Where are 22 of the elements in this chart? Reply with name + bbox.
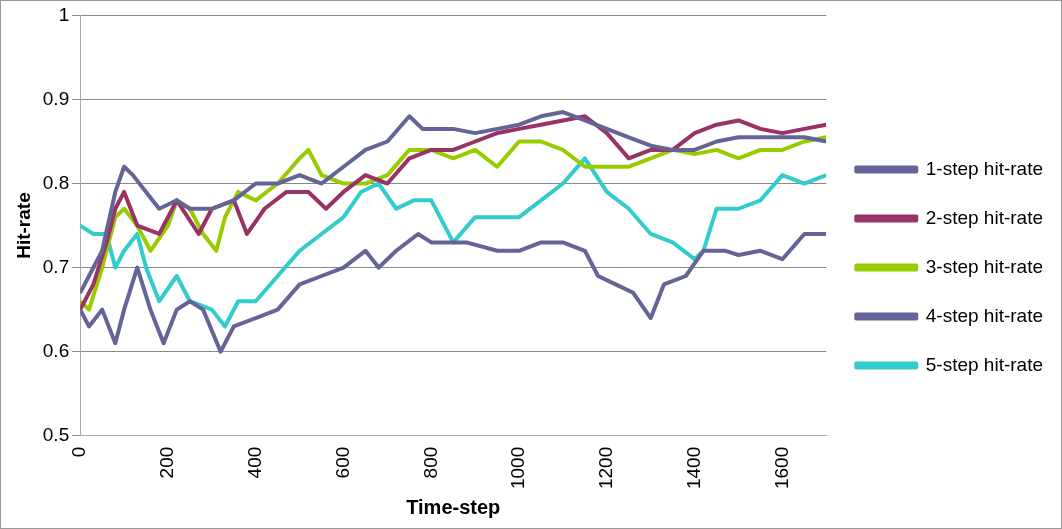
x-tick-label: 1000: [507, 446, 529, 490]
legend-label: 5-step hit-rate: [925, 353, 1044, 375]
x-tick-label: 1400: [682, 446, 704, 490]
legend-label: 4-step hit-rate: [925, 304, 1044, 326]
x-tick-label: 600: [331, 446, 353, 479]
x-tick-label: 400: [243, 446, 265, 479]
legend-label: 1-step hit-rate: [925, 157, 1044, 179]
y-tick-label: 1: [58, 3, 70, 25]
y-tick-label: 0.5: [42, 423, 70, 445]
y-tick-label: 0.6: [42, 339, 70, 361]
y-tick-label: 0.7: [42, 255, 70, 277]
y-tick-label: 0.9: [42, 87, 70, 109]
x-tick-label: 1200: [595, 446, 617, 490]
x-tick-label: 200: [156, 446, 178, 479]
x-axis-title: Time-step: [406, 495, 501, 518]
x-tick-label: 1600: [770, 446, 792, 490]
y-axis-title: Hit-rate: [12, 192, 34, 259]
legend-label: 3-step hit-rate: [925, 255, 1044, 277]
x-tick-label: 0: [68, 446, 90, 458]
legend-label: 2-step hit-rate: [925, 206, 1044, 228]
x-tick-label: 800: [419, 446, 441, 479]
y-tick-label: 0.8: [42, 171, 70, 193]
